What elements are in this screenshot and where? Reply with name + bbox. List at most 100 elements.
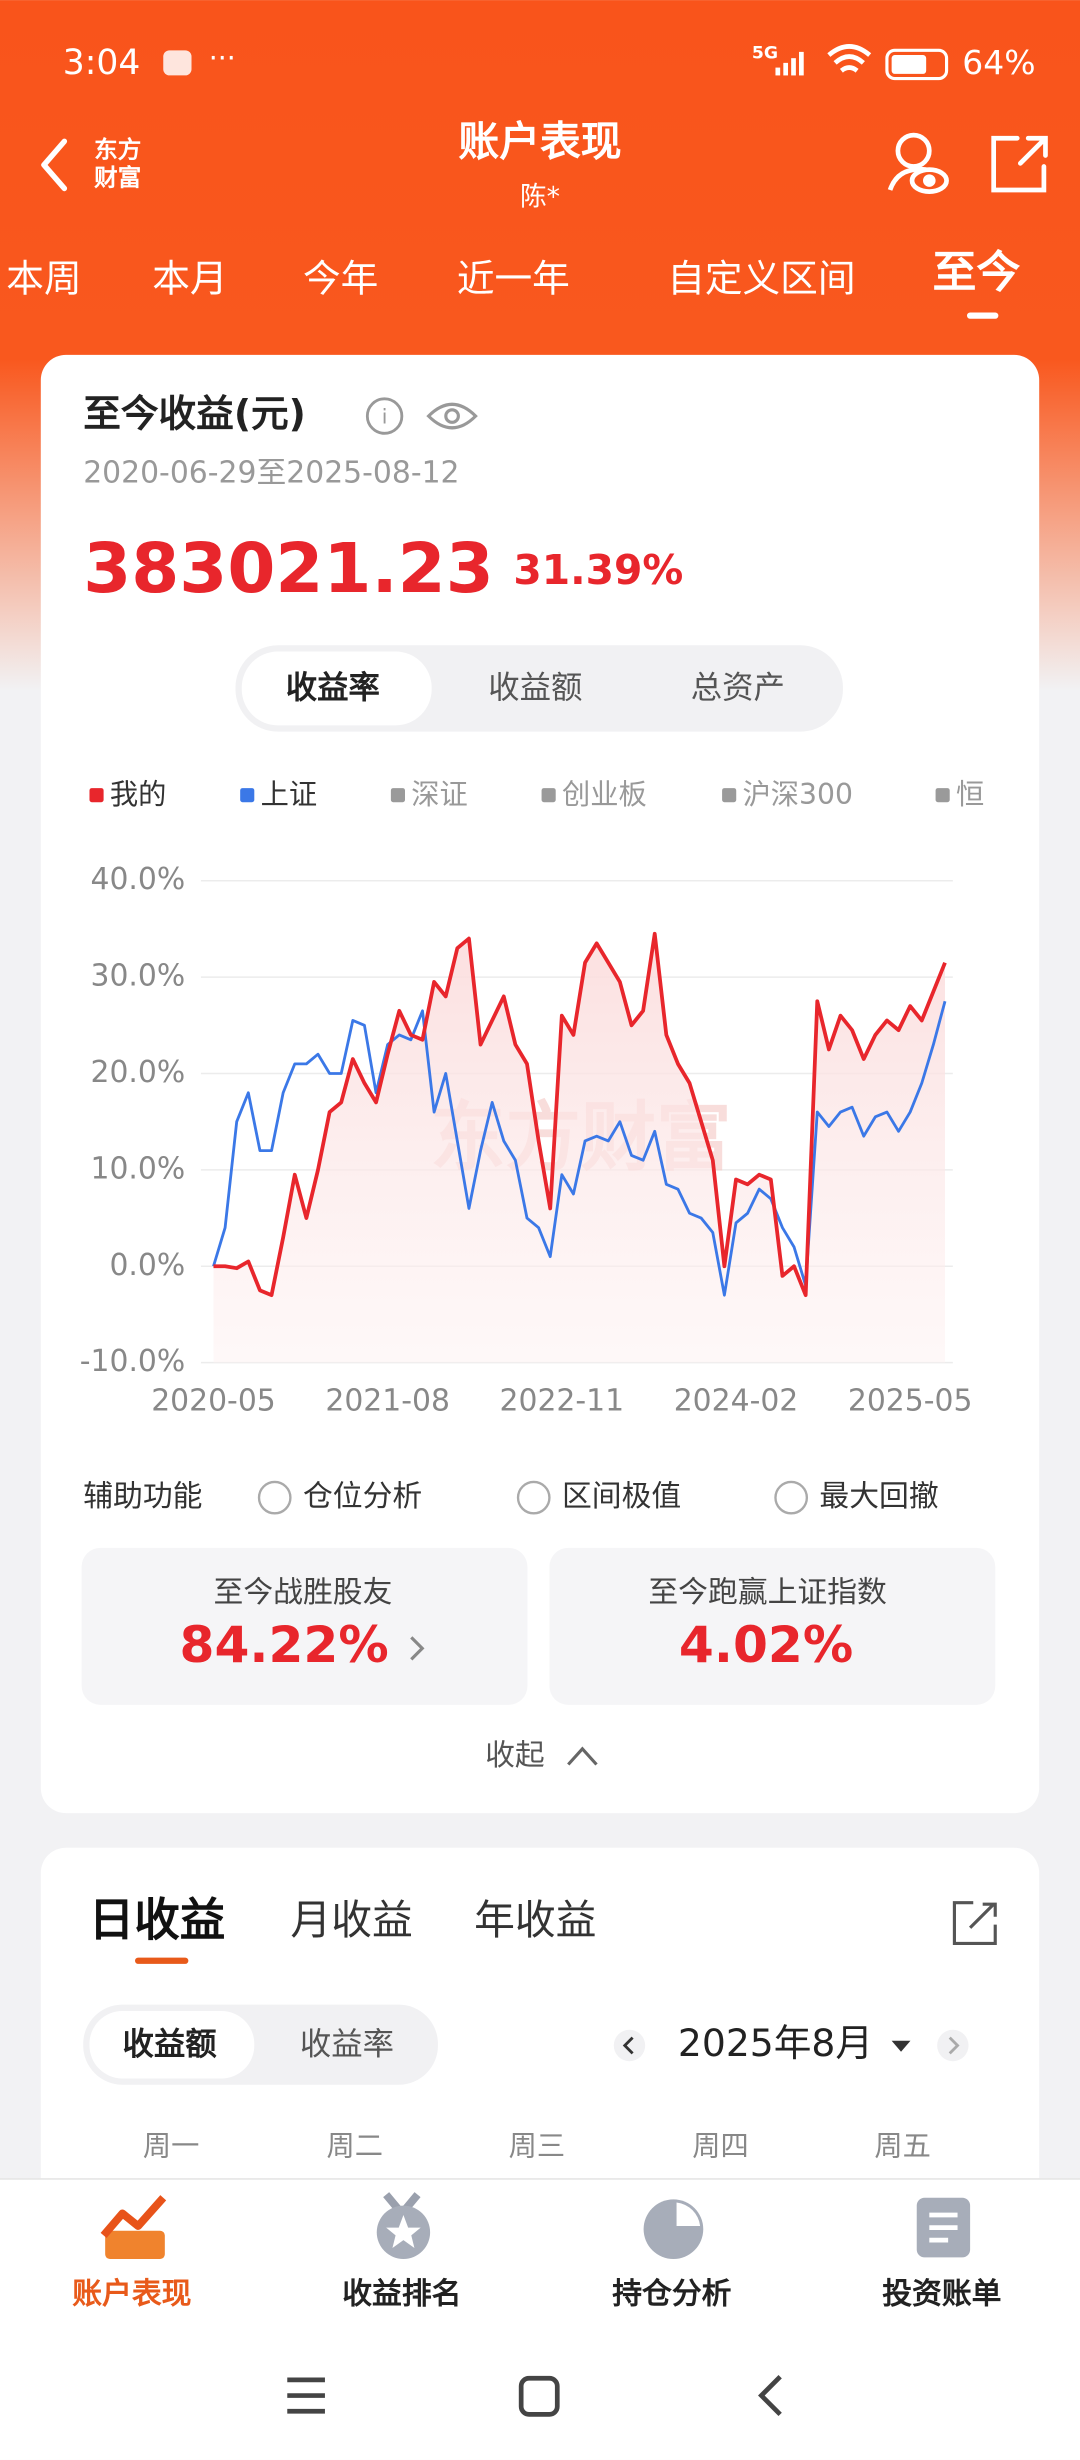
month-picker[interactable]: 2025年8月 <box>678 2021 873 2065</box>
y-tick-label: 0.0% <box>109 1248 185 1283</box>
weekday: 周一 <box>143 2130 200 2163</box>
radio[interactable] <box>774 1480 809 1515</box>
earnings-tab[interactable]: 年收益 <box>474 1896 596 1944</box>
next-arrow <box>948 2036 960 2055</box>
eye-icon[interactable] <box>426 402 478 430</box>
stat-label: 至今跑赢上证指数 <box>648 1575 887 1610</box>
period-tab[interactable]: 本周 <box>6 257 81 301</box>
dropdown-arrow <box>891 2040 911 2052</box>
battery-text: 64% <box>962 43 1035 82</box>
legend-label[interactable]: 创业板 <box>562 778 647 811</box>
earnings-switch-option[interactable]: 收益率 <box>300 2026 394 2062</box>
profit-rate: 31.39% <box>513 546 683 594</box>
legend-label[interactable]: 沪深300 <box>743 778 853 811</box>
weekday: 周五 <box>874 2130 931 2163</box>
next-month[interactable] <box>937 2029 969 2062</box>
prev-month[interactable] <box>613 2029 646 2062</box>
system-nav <box>287 2375 782 2417</box>
x-tick-label: 2020-05 <box>151 1383 276 1418</box>
x-tick-label: 2025-05 <box>848 1383 973 1418</box>
chart-switch-option[interactable]: 收益额 <box>488 670 582 706</box>
y-tick-label: 40.0% <box>91 862 186 897</box>
profit-amount: 383021.23 <box>83 529 494 609</box>
battery-level <box>891 55 927 74</box>
weekday: 周二 <box>327 2130 384 2163</box>
x-tick-label: 2021-08 <box>325 1383 450 1418</box>
aux-option[interactable]: 最大回撤 <box>819 1479 938 1514</box>
collapse-button[interactable]: 收起 <box>485 1738 545 1773</box>
status-network: 5G <box>752 43 778 63</box>
chart-switch-active <box>241 651 432 726</box>
weekday: 周四 <box>692 2130 749 2163</box>
earnings-switch-active <box>89 2010 255 2079</box>
y-tick-label: 30.0% <box>91 959 186 994</box>
earnings-tab[interactable]: 日收益 <box>89 1894 226 1947</box>
weekday: 周三 <box>509 2130 565 2163</box>
export-icon[interactable] <box>952 1901 997 1946</box>
share-icon[interactable] <box>991 135 1048 193</box>
radio[interactable] <box>516 1480 551 1515</box>
legend-label[interactable]: 深证 <box>411 778 467 811</box>
legend-swatch <box>722 788 737 803</box>
earnings-tab-indicator <box>135 1957 189 1964</box>
page-title: 账户表现 <box>458 118 621 166</box>
series-line <box>213 931 947 1298</box>
nav-label[interactable]: 收益排名 <box>342 2277 461 2312</box>
legend-label[interactable]: 恒 <box>956 778 984 811</box>
date-range: 2020-06-29至2025-08-12 <box>83 456 459 491</box>
period-tab[interactable]: 本月 <box>152 257 227 301</box>
signal-icon <box>775 51 804 76</box>
info-icon[interactable] <box>365 397 404 435</box>
status-icon <box>163 50 192 76</box>
earnings-card <box>40 1847 1040 2256</box>
stat-box <box>549 1547 996 1705</box>
x-tick-label: 2022-11 <box>500 1383 625 1418</box>
nav-label[interactable]: 投资账单 <box>882 2277 1001 2312</box>
chart-switch-option[interactable]: 收益率 <box>286 670 380 706</box>
wifi-icon <box>827 44 872 73</box>
legend-swatch <box>935 788 950 803</box>
profile-icon[interactable] <box>887 132 949 194</box>
nav-icon <box>376 2192 431 2259</box>
series-area <box>213 933 945 1363</box>
chart-switch-option[interactable]: 总资产 <box>691 670 785 706</box>
legend-label[interactable]: 上证 <box>261 778 318 811</box>
period-tab[interactable]: 自定义区间 <box>667 257 855 301</box>
battery-icon <box>885 48 949 81</box>
legend-swatch <box>541 788 556 803</box>
legend-swatch <box>240 788 255 803</box>
x-tick-label: 2024-02 <box>674 1383 799 1418</box>
chevron-right <box>410 1636 425 1661</box>
aux-option[interactable]: 仓位分析 <box>303 1479 422 1514</box>
back-button[interactable] <box>41 138 68 192</box>
y-tick-label: 10.0% <box>91 1151 186 1186</box>
y-tick-label: 20.0% <box>91 1055 186 1090</box>
eye-pupil <box>444 408 460 424</box>
aux-option[interactable]: 区间极值 <box>562 1479 681 1514</box>
nav-label[interactable]: 持仓分析 <box>612 2277 731 2312</box>
period-tab[interactable]: 至今 <box>932 247 1020 298</box>
account-name: 陈* <box>520 181 560 212</box>
legend-swatch <box>89 788 104 803</box>
stat-box[interactable] <box>81 1547 528 1705</box>
status-more: ··· <box>209 42 236 75</box>
logo-line: 财富 <box>94 164 141 192</box>
legend-swatch <box>390 788 405 803</box>
logo-line: 东方 <box>94 135 141 163</box>
y-tick-label: -10.0% <box>80 1344 185 1379</box>
chevron-up <box>567 1746 598 1766</box>
period-tab[interactable]: 今年 <box>303 257 378 301</box>
earnings-tab[interactable]: 月收益 <box>290 1896 412 1944</box>
stat-label: 至今战胜股友 <box>214 1575 393 1610</box>
summary-title: 至今收益(元) <box>83 392 306 436</box>
info-glyph: i <box>382 405 388 429</box>
period-tab[interactable]: 近一年 <box>457 257 570 301</box>
radio[interactable] <box>257 1480 292 1515</box>
tab-indicator <box>966 312 999 319</box>
nav-label[interactable]: 账户表现 <box>72 2277 191 2312</box>
stat-value: 4.02% <box>679 1615 853 1674</box>
nav-icon <box>100 2195 167 2259</box>
earnings-switch-option[interactable]: 收益额 <box>122 2026 217 2062</box>
legend-label[interactable]: 我的 <box>110 778 167 811</box>
